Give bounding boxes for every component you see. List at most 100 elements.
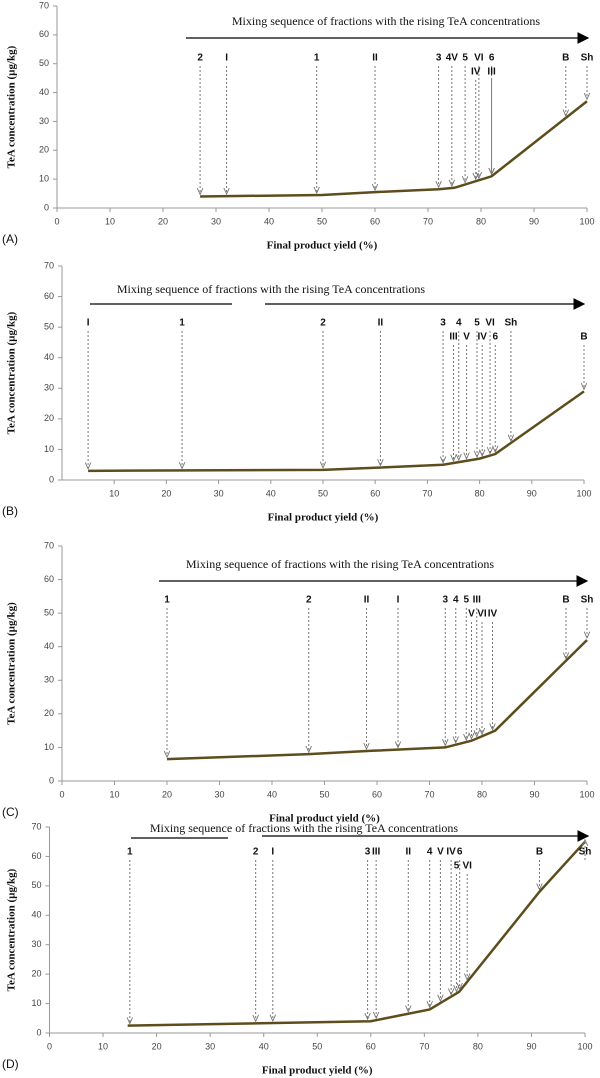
fraction-label: 1 (314, 53, 320, 64)
fraction-label: 4 (427, 847, 433, 858)
x-tick-label: 80 (473, 1041, 483, 1051)
panel-label: (A) (2, 232, 18, 246)
fraction-label: 5 (454, 861, 460, 872)
x-tick-label: 40 (266, 488, 276, 498)
fraction-label: IV (471, 67, 481, 78)
fraction-label: 2 (253, 847, 259, 858)
fraction-label: III (372, 847, 381, 858)
y-tick-label: 30 (31, 939, 41, 949)
y-tick-label: 10 (44, 444, 54, 454)
x-tick-label: 30 (211, 216, 221, 226)
fraction-label: 3 (365, 847, 371, 858)
panel-label: (B) (2, 504, 18, 518)
y-tick-label: 0 (36, 1027, 41, 1037)
fraction-label: 5 (474, 318, 480, 329)
fraction-label: 1 (164, 595, 170, 606)
y-tick-label: 50 (31, 880, 41, 890)
y-tick-label: 40 (39, 87, 49, 97)
x-tick-label: 10 (109, 789, 119, 799)
fraction-label: I (225, 53, 228, 64)
y-tick-label: 70 (44, 260, 54, 270)
fraction-label: Sh (581, 595, 594, 606)
x-tick-label: 10 (105, 216, 115, 226)
x-tick-label: 90 (529, 789, 539, 799)
fraction-label: V (468, 609, 475, 620)
fraction-label: VI (462, 861, 472, 872)
x-tick-label: 20 (152, 1041, 162, 1051)
x-tick-label: 70 (424, 789, 434, 799)
x-tick-label: 30 (214, 488, 224, 498)
x-tick-label: 0 (54, 216, 59, 226)
data-line (200, 100, 588, 198)
fraction-label: 2 (197, 53, 203, 64)
x-tick-label: 100 (579, 789, 594, 799)
y-tick-label: 70 (44, 540, 54, 550)
fraction-label: II (364, 595, 370, 606)
x-tick-label: 10 (109, 488, 119, 498)
y-axis-title: TeA concentration (µg/kg) (6, 868, 18, 991)
fraction-label: Sh (505, 318, 518, 329)
fraction-label: 5 (463, 595, 469, 606)
fraction-label: III (449, 332, 458, 343)
y-tick-label: 60 (31, 851, 41, 861)
fraction-label: B (580, 332, 587, 343)
y-tick-label: 10 (31, 998, 41, 1008)
fraction-label: VI (485, 318, 495, 329)
x-tick-label: 20 (162, 789, 172, 799)
x-tick-label: 50 (319, 789, 329, 799)
x-tick-label: 60 (366, 1041, 376, 1051)
fraction-label: 2 (306, 595, 312, 606)
x-tick-label: 50 (318, 488, 328, 498)
fraction-label: 4V (446, 53, 459, 64)
fraction-label: V (463, 332, 470, 343)
x-tick-label: 90 (529, 216, 539, 226)
fraction-label: 1 (127, 847, 133, 858)
y-tick-label: 30 (44, 675, 54, 685)
y-tick-label: 20 (39, 145, 49, 155)
y-tick-label: 20 (31, 969, 41, 979)
x-axis-title: Final product yield (%) (267, 240, 378, 252)
x-tick-label: 30 (205, 1041, 215, 1051)
fraction-label: II (406, 847, 412, 858)
y-tick-label: 30 (44, 383, 54, 393)
fraction-label: B (536, 847, 543, 858)
fraction-label: 6 (492, 332, 498, 343)
annotation-title: Mixing sequence of fractions with the ri… (150, 821, 459, 835)
y-tick-label: 20 (44, 708, 54, 718)
x-tick-label: 60 (372, 789, 382, 799)
x-axis-title: Final product yield (%) (268, 512, 379, 524)
x-tick-label: 80 (475, 488, 485, 498)
x-tick-label: 60 (370, 216, 380, 226)
fraction-label: Sh (579, 847, 592, 858)
fraction-label: IV (446, 847, 456, 858)
x-tick-label: 90 (527, 488, 537, 498)
fraction-label: III (487, 67, 496, 78)
y-tick-label: 60 (39, 29, 49, 39)
annotation-title: Mixing sequence of fractions with the ri… (232, 14, 541, 28)
x-tick-label: 70 (423, 216, 433, 226)
panel-label: (D) (2, 1057, 19, 1071)
x-tick-label: 50 (317, 216, 327, 226)
fraction-label: IV (488, 609, 498, 620)
fraction-label: 3 (442, 595, 448, 606)
y-tick-label: 70 (31, 821, 41, 831)
x-tick-label: 90 (526, 1041, 536, 1051)
y-tick-label: 60 (44, 291, 54, 301)
fraction-label: B (562, 595, 569, 606)
y-tick-label: 10 (39, 174, 49, 184)
data-line (88, 390, 585, 473)
fraction-label: II (378, 318, 384, 329)
fraction-label: VI (477, 609, 487, 620)
y-tick-label: 50 (39, 58, 49, 68)
fraction-label: I (271, 847, 274, 858)
x-axis-title: Final product yield (%) (262, 1065, 373, 1077)
y-tick-label: 0 (49, 474, 54, 484)
data-line (166, 639, 588, 761)
y-tick-label: 70 (39, 0, 49, 10)
x-tick-label: 40 (259, 1041, 269, 1051)
x-tick-label: 0 (59, 789, 64, 799)
x-tick-label: 40 (264, 216, 274, 226)
y-tick-label: 40 (31, 910, 41, 920)
annotation-title: Mixing sequence of fractions with the ri… (186, 557, 495, 571)
x-tick-label: 60 (370, 488, 380, 498)
